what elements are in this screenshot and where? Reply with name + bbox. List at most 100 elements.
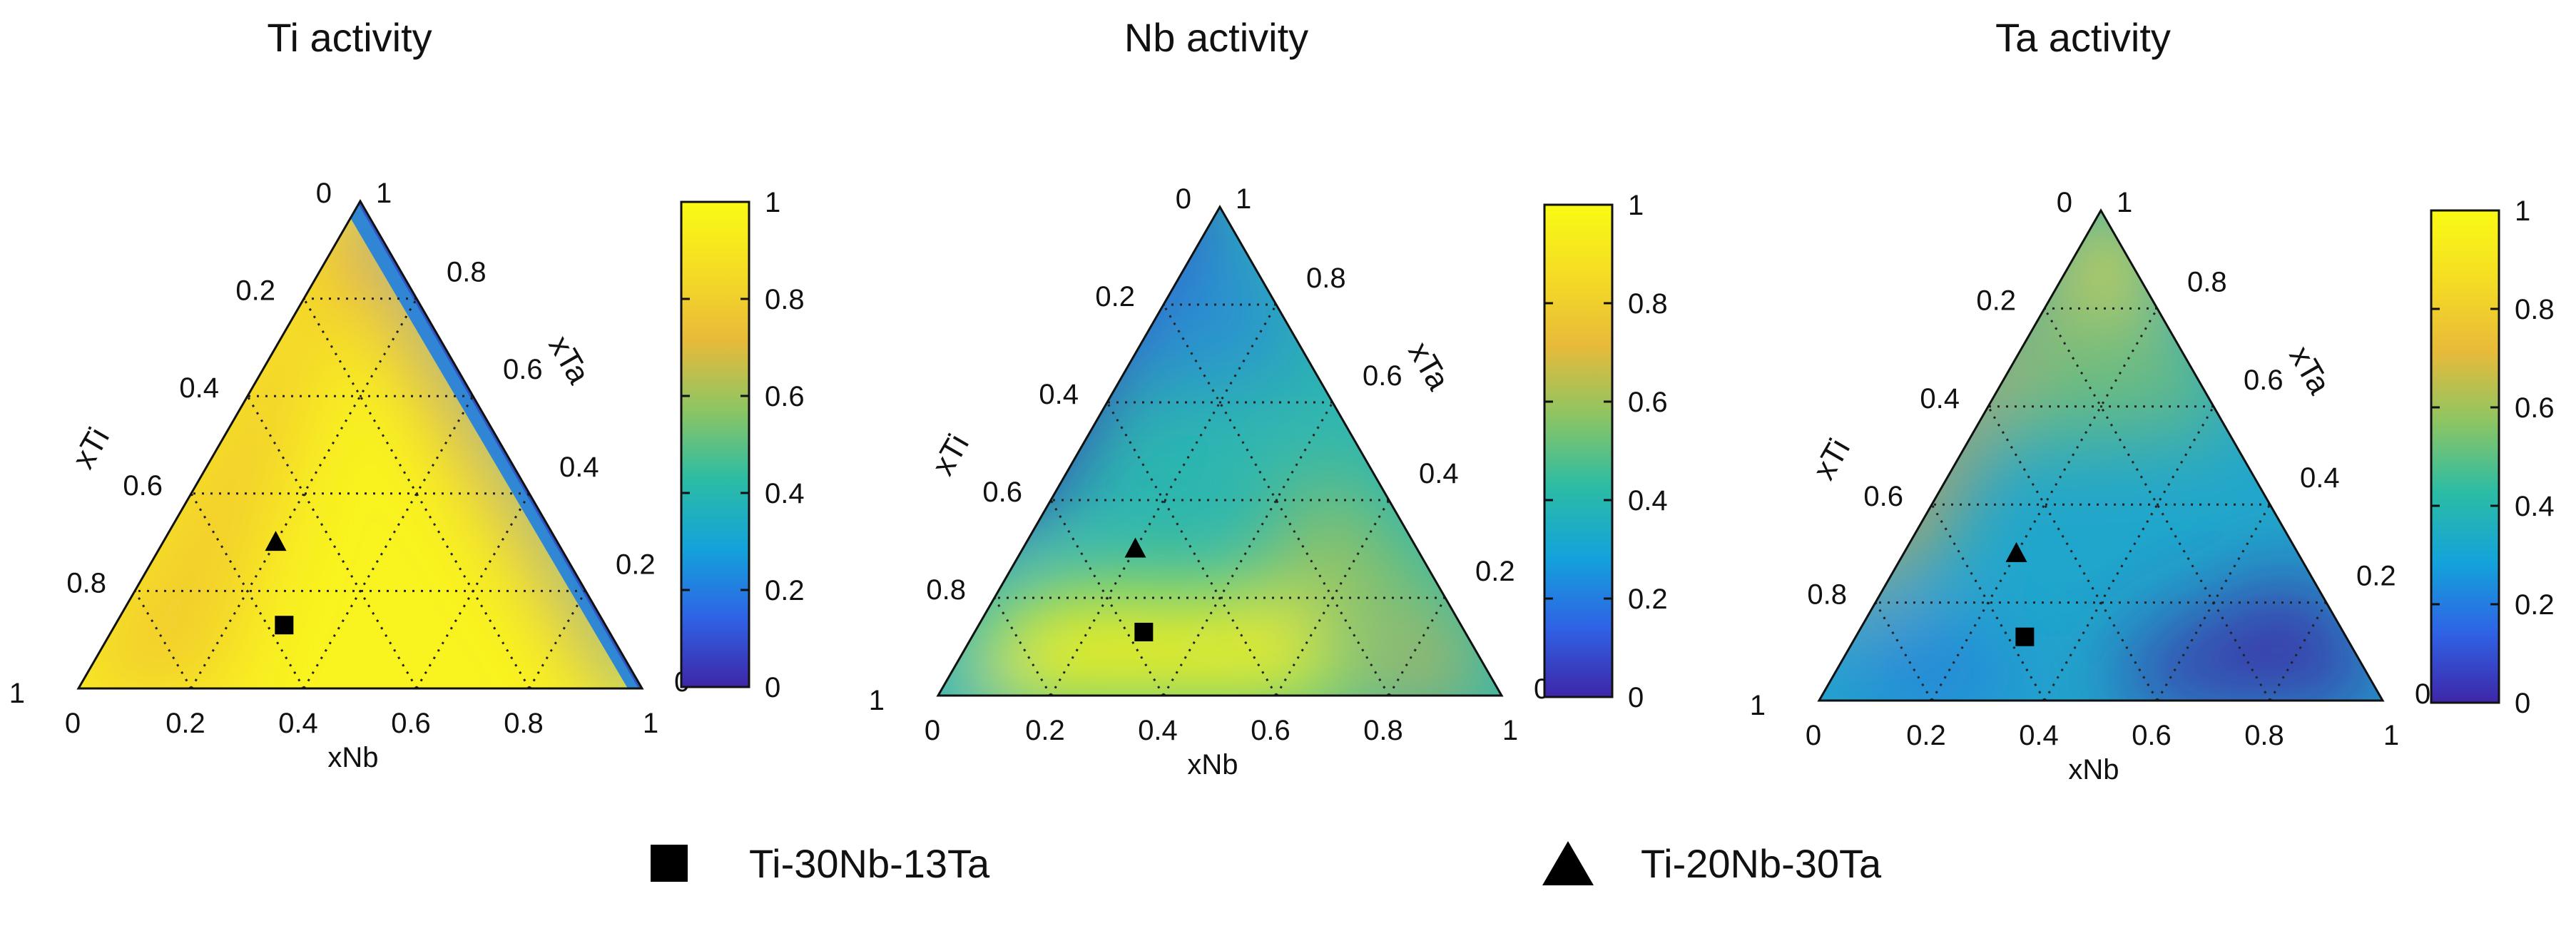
- colorbar-tick-label: 1: [1628, 190, 1644, 221]
- left-tick-label: 0.6: [123, 470, 163, 502]
- right-tick-label: 0.4: [559, 452, 599, 483]
- grid-line: [1874, 601, 1933, 701]
- left-tick-label: 1: [9, 678, 25, 709]
- ta-activity-panel: Ta activity: [1741, 0, 2576, 785]
- marker-triangle: [1124, 537, 1146, 558]
- grid-line: [1388, 597, 1447, 696]
- right-tick-label: 0.4: [1419, 458, 1459, 489]
- colorbar-bar: [680, 200, 750, 688]
- left-tick-label: 0: [2057, 187, 2072, 218]
- axis-ticks: 0 0.2 0.4 0.6 0.8 1 0 0.2 0.4 0.6 0.8 1 1 0.8 0.6 0.4 0.…: [869, 183, 1550, 746]
- bottom-tick-label: 0.4: [2019, 720, 2059, 751]
- legend-item-square: Ti-30Nb-13Ta: [649, 835, 989, 892]
- colorbar-tick-label: 0.6: [1628, 387, 1668, 418]
- bottom-axis-label: xNb: [1187, 749, 1238, 780]
- grid-line: [1275, 499, 1390, 696]
- bottom-tick-label: 0.8: [2244, 720, 2284, 751]
- grid-line: [528, 590, 587, 689]
- left-tick-label: 0.4: [179, 372, 219, 404]
- right-tick-label: 1: [2117, 187, 2132, 218]
- ternary-plot-ta: 0 0.2 0.4 0.6 0.8 100.20.40.60.8110.80.60.40.…: [1750, 187, 2555, 785]
- bottom-tick-label: 0.2: [166, 708, 205, 739]
- right-tick-label: 0.8: [2187, 266, 2227, 297]
- legend-item-triangle: Ti-20Nb-30Ta: [1541, 835, 1881, 892]
- colorbar-tick-label: 0.8: [1628, 288, 1668, 320]
- ternary-frame: [936, 204, 1504, 697]
- right-tick-label: 0.2: [616, 549, 656, 580]
- right-tick-label: 1: [1236, 183, 1251, 215]
- bottom-axis-label: xNb: [2068, 754, 2119, 785]
- heatmap: [1819, 210, 2383, 701]
- left-tick-label: 0.8: [66, 567, 106, 599]
- data-markers: [265, 531, 294, 635]
- legend-label: Ti-30Nb-13Ta: [749, 840, 990, 886]
- colorbar-tick-label: 0.8: [2515, 294, 2555, 325]
- grid: [993, 303, 1447, 696]
- right-axis-label: xTa: [1401, 336, 1456, 396]
- left-tick-label: 0.4: [1039, 379, 1079, 410]
- left-axis-label: xTi: [1806, 433, 1857, 486]
- colorbar-tick-label: 1: [765, 187, 780, 218]
- left-tick-label: 0.8: [1807, 579, 1847, 611]
- right-tick-label: 0.8: [447, 257, 487, 288]
- right-tick-label: 0.4: [2300, 462, 2340, 494]
- legend-label: Ti-20Nb-30Ta: [1641, 840, 1882, 886]
- left-tick-label: 0.2: [1976, 285, 2016, 316]
- grid: [133, 297, 587, 689]
- grid-line: [1987, 406, 2159, 701]
- grid-line: [1930, 307, 2159, 701]
- grid-line: [133, 590, 193, 689]
- bottom-tick-label: 0: [1806, 720, 1821, 751]
- bottom-tick-label: 1: [1502, 715, 1518, 746]
- panel-title: Ta activity: [1995, 15, 2171, 60]
- colorbar-tick-label: 0.2: [1628, 584, 1668, 615]
- grid-line: [190, 493, 305, 689]
- grid-line: [993, 597, 1052, 696]
- bottom-tick-label: 1: [2383, 720, 2399, 751]
- bottom-tick-label: 0.6: [1251, 715, 1290, 746]
- ternary-frame: [76, 199, 644, 690]
- left-tick-label: 0: [316, 178, 332, 209]
- axis-ticks: 0 0.2 0.4 0.6 0.8 1 0 0.2 0.4 0.6 0.8 1 1 0.8 0.6 0.4 0.…: [9, 178, 691, 739]
- ternary-plot-ti: 0 0.2 0.4 0.6 0.8 1 0 0.2 0.4 0.6 0.8 1 1 0.8 0.6 0.4 0.…: [9, 178, 805, 773]
- grid-line: [1049, 499, 1165, 696]
- bottom-tick-label: 0.6: [391, 708, 431, 739]
- legend-square-marker: [651, 845, 688, 882]
- colorbar-bar: [1543, 203, 1614, 698]
- grid-line: [2043, 406, 2215, 701]
- marker-triangle: [2005, 541, 2027, 562]
- right-axis-label: xTa: [541, 330, 596, 390]
- left-tick-label: 0: [1176, 183, 1191, 215]
- left-axis-label: xTi: [66, 422, 116, 474]
- bottom-tick-label: 0.2: [1025, 715, 1065, 746]
- colorbar-tick-label: 0.4: [765, 478, 805, 509]
- left-tick-label: 0.2: [235, 275, 275, 307]
- colorbar-tick-label: 0.6: [765, 381, 805, 412]
- left-axis-label: xTi: [925, 429, 976, 482]
- bottom-tick-label: 0.4: [1138, 715, 1178, 746]
- right-tick-label: 0.6: [2244, 365, 2284, 396]
- ternary-frame: [1817, 208, 2385, 702]
- grid: [1874, 307, 2328, 701]
- right-tick-label: 0: [2415, 678, 2430, 710]
- left-tick-label: 1: [1750, 690, 1766, 721]
- bottom-tick-label: 0.2: [1906, 720, 1946, 751]
- marker-triangle: [265, 531, 287, 551]
- left-tick-label: 0.6: [982, 477, 1022, 508]
- right-tick-label: 1: [376, 178, 392, 209]
- right-tick-label: 0.6: [1363, 360, 1402, 392]
- left-tick-label: 0.8: [926, 574, 966, 606]
- ternary-plot-nb: 0 0.2 0.4 0.6 0.8 1 0 0.2 0.4 0.6 0.8 1 1 0.8 0.6 0.4 0.…: [869, 183, 1668, 780]
- marker-square: [275, 616, 294, 635]
- marker-square: [2015, 627, 2035, 646]
- colorbar-tick-label: 0.4: [1628, 485, 1668, 517]
- left-tick-label: 1: [869, 685, 885, 716]
- bottom-tick-label: 0.8: [1363, 715, 1403, 746]
- bottom-tick-label: 0.4: [278, 708, 318, 739]
- colorbar: 1 0.8 0.6 0.4 0.2 0: [680, 187, 805, 703]
- grid-line: [2156, 504, 2271, 701]
- colorbar-tick-label: 0: [765, 672, 780, 703]
- colorbar-tick-label: 0.2: [765, 575, 805, 606]
- right-tick-label: 0.2: [2356, 561, 2396, 592]
